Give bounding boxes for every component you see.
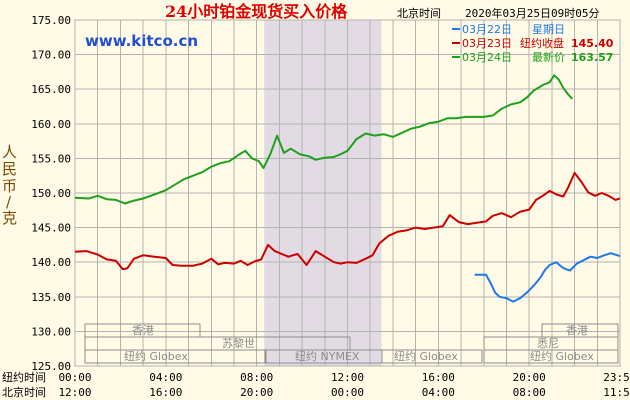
- y-tick-label: 170.00: [31, 49, 71, 62]
- session-globex-label-2: 纽约 Globex: [394, 349, 458, 363]
- market-sessions: 香港 苏黎世 纽约 Globex 纽约 NYMEX 纽约 Globex 纽约 G…: [84, 323, 619, 364]
- session-globex-label-3: 纽约 Globex: [530, 349, 594, 363]
- y-label-char-1: 人: [2, 143, 17, 161]
- series-line-1: [74, 171, 621, 271]
- y-label-char-4: /: [6, 193, 12, 211]
- y-tick-label: 145.00: [31, 222, 71, 235]
- series-line-0: [474, 252, 621, 303]
- y-label-char-5: 克: [2, 209, 17, 227]
- x-tick-ny: 00:00: [58, 371, 91, 384]
- y-axis-ticks: 125.00 130.00 135.00 140.00 145.00 150.00 155.…: [31, 14, 71, 373]
- x-tick-ny: 12:00: [331, 371, 364, 384]
- x-tick-bj: 16:00: [149, 386, 182, 399]
- legend: 03月22日 星期日 03月23日 纽约收盘 145.40 03月24日 最新价…: [452, 23, 614, 64]
- session-sydney-label: 悉尼: [537, 337, 559, 350]
- y-tick-label: 165.00: [31, 83, 71, 96]
- legend-date-0323: 03月23日: [462, 37, 512, 50]
- session-paris-label: 苏黎世: [222, 336, 255, 350]
- y-tick-label: 155.00: [31, 152, 71, 165]
- session-hongkong-label-2: 香港: [566, 324, 588, 337]
- series-line-2: [74, 74, 574, 205]
- y-tick-label: 130.00: [31, 325, 71, 338]
- x-tick-bj: 00:00: [331, 386, 364, 399]
- session-globex-box-2: [381, 349, 483, 364]
- x-axis-ticks: 00:00 04:00 08:00 12:00 16:00 20:00 23:59 12:00…: [58, 371, 630, 399]
- legend-label-0322: 星期日: [532, 23, 565, 36]
- y-tick-label: 135.00: [31, 291, 71, 304]
- x-tick-ny: 04:00: [149, 371, 182, 384]
- y-tick-label: 175.00: [31, 14, 71, 27]
- grid-lines: [74, 19, 621, 367]
- x-tick-ny: 08:00: [240, 371, 273, 384]
- x-tick-bj: 20:00: [240, 386, 273, 399]
- watermark: www.kitco.cn: [85, 32, 198, 50]
- session-nymex-label: 纽约 NYMEX: [295, 349, 360, 363]
- session-globex-box-1: [84, 349, 266, 364]
- session-hongkong-label: 香港: [132, 324, 154, 337]
- legend-label-0323: 纽约收盘: [520, 36, 564, 50]
- legend-value-0324: 163.57: [571, 51, 613, 64]
- x-tick-ny: 20:00: [513, 371, 546, 384]
- x-tick-ny: 23:59: [603, 371, 630, 384]
- y-label-char-3: 币: [2, 177, 17, 195]
- header-timezone: 北京时间: [397, 6, 441, 20]
- price-series: [74, 74, 621, 303]
- legend-date-0324: 03月24日: [462, 51, 512, 64]
- header-datetime: 2020年03月25日09时05分: [465, 6, 599, 20]
- x-tick-bj: 04:00: [422, 386, 455, 399]
- legend-date-0322: 03月22日: [462, 23, 512, 36]
- x-axis-bj-label: 北京时间: [2, 385, 46, 399]
- session-hongkong-box-2: [541, 323, 619, 338]
- y-label-char-2: 民: [2, 160, 17, 178]
- legend-label-0324: 最新价: [532, 50, 565, 64]
- y-axis-label: 人 民 币 / 克: [2, 143, 17, 227]
- chart-title: 24小时铂金现货买入价格: [165, 2, 348, 21]
- y-tick-label: 160.00: [31, 118, 71, 131]
- x-tick-ny: 16:00: [422, 371, 455, 384]
- session-globex-label-1: 纽约 Globex: [124, 349, 188, 363]
- x-axis-ny-label: 纽约时间: [2, 370, 46, 384]
- y-tick-label: 125.00: [31, 360, 71, 373]
- y-tick-label: 140.00: [31, 256, 71, 269]
- x-tick-bj: 11:59: [603, 386, 630, 399]
- x-tick-bj: 08:00: [513, 386, 546, 399]
- legend-value-0323: 145.40: [571, 37, 614, 50]
- x-tick-bj: 12:00: [58, 386, 91, 399]
- y-tick-label: 150.00: [31, 187, 71, 200]
